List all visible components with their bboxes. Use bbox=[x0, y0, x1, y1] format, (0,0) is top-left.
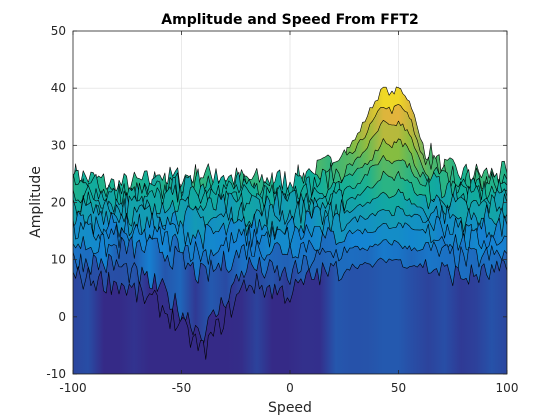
y-tick-label: 40 bbox=[51, 81, 66, 95]
waterfall-slices bbox=[73, 86, 507, 374]
tick-marks bbox=[72, 30, 508, 375]
x-tick-label: 100 bbox=[496, 381, 519, 395]
waterfall-slice bbox=[73, 257, 507, 374]
y-axis-label: Amplitude bbox=[28, 166, 44, 238]
y-tick-label: 10 bbox=[51, 253, 66, 267]
y-tick-labels: -10 0 10 20 30 40 50 bbox=[46, 24, 66, 381]
x-tick-label: 0 bbox=[286, 381, 294, 395]
y-tick-label: 30 bbox=[51, 138, 66, 152]
x-tick-label: 50 bbox=[391, 381, 406, 395]
x-tick-label: -100 bbox=[59, 381, 86, 395]
y-tick-label: 20 bbox=[51, 196, 66, 210]
y-tick-label: 50 bbox=[51, 24, 66, 38]
x-tick-label: -50 bbox=[172, 381, 192, 395]
x-tick-labels: -100 -50 0 50 100 bbox=[59, 381, 518, 395]
chart-title: Amplitude and Speed From FFT2 bbox=[161, 12, 418, 28]
y-tick-label: -10 bbox=[46, 367, 66, 381]
x-axis-label: Speed bbox=[268, 400, 312, 416]
y-tick-label: 0 bbox=[58, 310, 66, 324]
